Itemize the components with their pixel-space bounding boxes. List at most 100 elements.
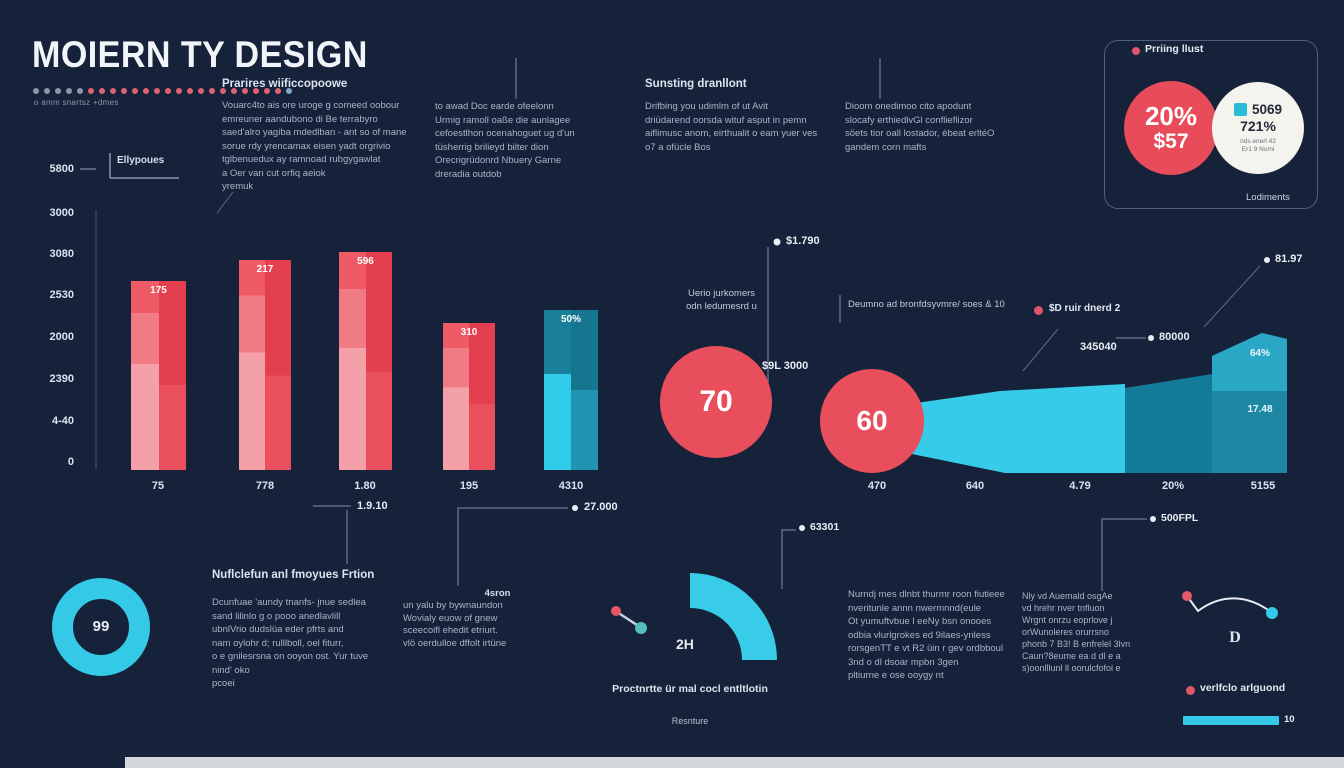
callout-500fpl: 500FPL	[1161, 512, 1199, 524]
page-title: MOIERN TY DESIGN	[32, 34, 368, 75]
bar-segment	[239, 260, 265, 470]
segment-label-1748: 17.48	[1247, 404, 1273, 415]
funnel-x-tick: 470	[867, 480, 887, 492]
trend-start-dot	[1182, 591, 1192, 601]
bubble-70: 70	[660, 346, 772, 458]
dot-icon	[66, 88, 72, 94]
trend-curve	[1186, 595, 1272, 613]
dot-icon	[44, 88, 50, 94]
bubble-60: 60	[820, 369, 924, 473]
dot-icon	[198, 88, 204, 94]
bar-chart-legend-label: Ellypoues	[117, 155, 165, 166]
bar-value-label: 310	[460, 327, 478, 338]
dot-icon	[154, 88, 160, 94]
callout-line	[457, 507, 568, 586]
x-tick: 4310	[558, 480, 584, 492]
bar-778: 217	[239, 260, 291, 470]
leader-line	[1203, 265, 1261, 328]
dot-icon	[176, 88, 182, 94]
bar-value-label: 50%	[560, 314, 581, 325]
funnel-segment-bright	[902, 384, 1125, 473]
dot-icon	[286, 88, 292, 94]
needle-red-dot-icon	[611, 606, 621, 616]
stat-value: 5069	[1251, 102, 1283, 117]
pricing-dot-icon	[1132, 47, 1140, 55]
bar-75: 175	[131, 281, 186, 470]
donut-value: 99	[92, 618, 110, 635]
dotted-divider	[33, 88, 292, 94]
callout-dot	[799, 525, 805, 531]
callout-1790: $1.790	[786, 235, 820, 247]
quarter-gauge-arc	[690, 573, 777, 660]
horizontal-bar-value: 10	[1284, 714, 1295, 725]
pricing-card-label: Prriing llust	[1145, 43, 1204, 55]
funnel-x-tick: 5155	[1250, 480, 1276, 492]
y-tick: 3000	[49, 207, 74, 219]
x-tick: 75	[151, 480, 165, 492]
bar-value-label: 175	[150, 285, 167, 296]
y-tick: 4-40	[51, 415, 74, 427]
horizontal-bar	[1183, 716, 1279, 725]
callout-8197: 81.97	[1275, 253, 1303, 265]
stat-note: nds enerl 42 Er1 9 No/nl	[1240, 138, 1276, 153]
intro-col3-body: Drifbing you udimlm of ut Avit driüdaren…	[645, 101, 818, 153]
intro-col4-body: Dioom onedimoo cito apodunt slocafy erth…	[845, 101, 995, 153]
funnel-segment-dark	[1125, 374, 1212, 473]
callout-dot	[1148, 335, 1154, 341]
card-footer-label: Lodiments	[1246, 192, 1290, 203]
funnel-x-tick: 640	[965, 480, 985, 492]
callout-line	[1101, 518, 1147, 591]
dot-icon	[88, 88, 94, 94]
callout-dot	[1150, 516, 1156, 522]
bar-segment	[339, 252, 366, 470]
dot-icon	[55, 88, 61, 94]
x-tick: 778	[255, 480, 275, 492]
callout-dot	[773, 238, 781, 246]
bar-value-label: 596	[357, 256, 374, 267]
segment-label-64: 64%	[1249, 348, 1270, 359]
dot-icon	[165, 88, 171, 94]
bar-4310: 50%	[544, 310, 598, 470]
leader-line	[216, 191, 234, 214]
dot-icon	[110, 88, 116, 94]
callout-27000: 27.000	[584, 501, 618, 513]
trend-chart-label: D	[1229, 629, 1241, 646]
y-tick: 5800	[49, 163, 74, 175]
leader-line	[1022, 328, 1059, 372]
dot-icon	[209, 88, 215, 94]
intro-col2-body: to awad Doc earde ofeelonn Urmig ramoll …	[435, 101, 575, 180]
bar-segment	[544, 310, 571, 470]
bar-segment	[469, 323, 495, 470]
dot-icon	[33, 88, 39, 94]
gauge-center-label: 2H	[676, 636, 694, 652]
dot-icon	[121, 88, 127, 94]
callout-line	[781, 529, 796, 589]
trend-legend: verlfclo arlguond	[1200, 682, 1286, 694]
bar-195: 310	[443, 323, 495, 470]
callout-1910: 1.9.10	[357, 500, 388, 512]
dot-icon	[132, 88, 138, 94]
intro-col1-body: Vouarc4to ais ore uroge g comeed oobour …	[222, 100, 407, 192]
discount-value: 20%	[1144, 101, 1198, 131]
dots-caption: o amm snartsz +dmes	[34, 98, 119, 107]
bar-segment	[443, 323, 469, 470]
callout-dot	[1264, 257, 1270, 263]
callout-80000: 80000	[1159, 331, 1190, 343]
needle-icon	[616, 610, 641, 629]
dot-icon	[264, 88, 270, 94]
bar-1.80: 596	[339, 252, 392, 470]
dot-icon	[77, 88, 83, 94]
dot-icon	[187, 88, 193, 94]
bar-segment	[571, 310, 598, 470]
gauge-subcaption: Resnture	[671, 716, 709, 726]
dot-icon	[99, 88, 105, 94]
donut-section-heading: Nuflclefun anl fmoyues Frtion	[212, 569, 375, 581]
funnel-note: Deumno ad bronfdsyvmre/ soes & 10	[848, 299, 1005, 310]
dot-icon	[231, 88, 237, 94]
stat-circle: 5069 721% nds enerl 42 Er1 9 No/nl	[1212, 82, 1304, 174]
gauge-side-body: un yalu by bywnaundon Wovialy euow of gn…	[403, 600, 507, 649]
legend-dot-icon	[1034, 306, 1043, 315]
needle-teal-dot-icon	[635, 622, 647, 634]
bottom-strip	[125, 757, 1344, 768]
